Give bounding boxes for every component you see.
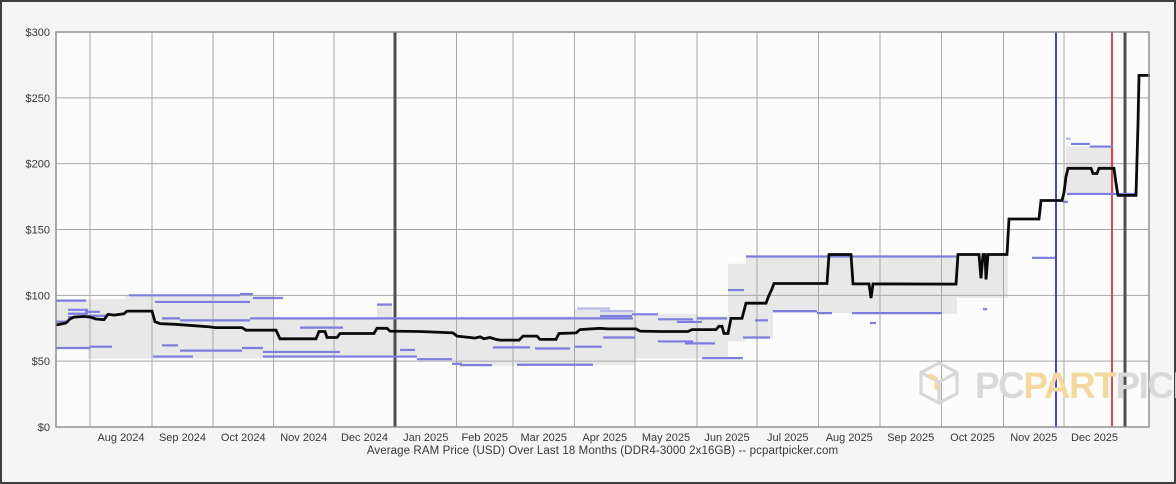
plot-border xyxy=(55,31,1150,428)
x-axis-label: Sep 2025 xyxy=(887,432,934,444)
x-axis-label: Jul 2025 xyxy=(767,432,809,444)
average-price-line xyxy=(55,74,1150,342)
y-axis-label: $300 xyxy=(26,27,50,39)
x-axis-label: May 2025 xyxy=(642,432,690,444)
price-range-band xyxy=(455,317,514,366)
x-axis-label: Aug 2024 xyxy=(97,432,144,444)
y-axis-label: $100 xyxy=(26,290,50,302)
y-axis-label: $50 xyxy=(32,356,50,368)
x-axis-label: Apr 2025 xyxy=(582,432,627,444)
x-axis-label: Oct 2025 xyxy=(950,432,995,444)
x-axis-label: Sep 2024 xyxy=(159,432,206,444)
x-axis-label: Nov 2025 xyxy=(1010,432,1057,444)
price-range-band xyxy=(728,263,746,342)
price-range-band xyxy=(635,313,697,359)
x-axis-label: Nov 2024 xyxy=(280,432,327,444)
price-range-band xyxy=(417,317,455,360)
x-axis-label: Oct 2024 xyxy=(221,432,266,444)
price-range-band xyxy=(1066,146,1114,194)
x-axis-label: Jan 2025 xyxy=(403,432,448,444)
x-axis-label: Dec 2024 xyxy=(341,432,388,444)
y-axis-label: $150 xyxy=(26,225,50,237)
x-axis-label: Jun 2025 xyxy=(704,432,749,444)
chart-title: Average RAM Price (USD) Over Last 18 Mon… xyxy=(366,445,839,457)
price-range-band xyxy=(697,316,728,359)
x-axis-label: Mar 2025 xyxy=(521,432,567,444)
x-axis-label: Aug 2025 xyxy=(826,432,873,444)
x-axis-label: Feb 2025 xyxy=(462,432,508,444)
y-axis-label: $0 xyxy=(38,422,50,434)
y-axis-label: $250 xyxy=(26,93,50,105)
y-axis-label: $200 xyxy=(26,159,50,171)
price-range-band xyxy=(88,299,125,359)
x-axis-label: Dec 2025 xyxy=(1071,432,1118,444)
